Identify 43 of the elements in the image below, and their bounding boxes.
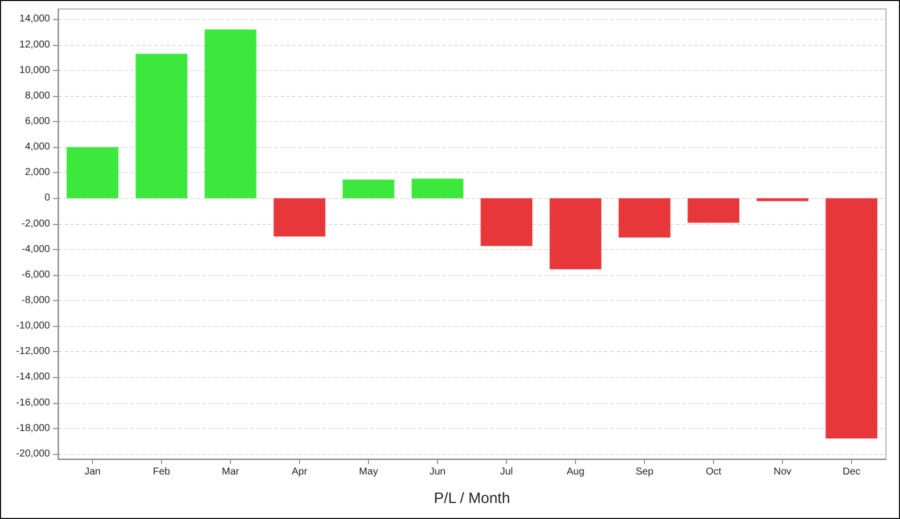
x-tick-label: Jan <box>84 466 101 478</box>
y-tick-label: -6,000 <box>22 269 50 280</box>
x-axis-title: P/L / Month <box>434 490 510 507</box>
y-tick-label: 12,000 <box>19 39 50 50</box>
bar <box>826 198 878 439</box>
y-tick-label: -20,000 <box>16 448 50 460</box>
y-tick-label: -18,000 <box>16 422 50 434</box>
y-tick-label: -12,000 <box>16 346 50 358</box>
y-tick-label: 14,000 <box>19 14 50 25</box>
y-tick-label: 6,000 <box>24 116 50 127</box>
x-tick-label: Nov <box>774 466 792 478</box>
x-tick-label: Apr <box>292 466 308 478</box>
bar <box>412 178 464 198</box>
y-tick-label: 4,000 <box>24 142 50 153</box>
x-tick-label: Mar <box>222 466 240 478</box>
x-tick-label: Aug <box>566 466 584 478</box>
y-tick-label: -8,000 <box>22 294 50 306</box>
y-tick-label: 10,000 <box>19 64 50 76</box>
bar <box>204 29 256 198</box>
x-tick-label: Jun <box>429 466 446 478</box>
bar <box>480 198 532 246</box>
y-tick-label: -14,000 <box>16 372 50 383</box>
y-tick-label: -16,000 <box>16 397 50 408</box>
y-tick-label: -4,000 <box>22 244 50 255</box>
bar <box>756 198 808 202</box>
bar <box>274 198 326 237</box>
y-tick-label: -2,000 <box>22 218 50 230</box>
y-tick-label: 8,000 <box>24 90 50 102</box>
bar <box>688 198 740 223</box>
y-tick-label: 0 <box>44 192 50 204</box>
x-tick-label: Dec <box>842 466 860 478</box>
x-tick-label: May <box>359 466 378 478</box>
bar <box>136 54 188 198</box>
x-tick-label: Sep <box>636 466 654 478</box>
bar <box>66 147 118 198</box>
bar <box>618 198 670 238</box>
y-tick-label: 2,000 <box>24 167 50 178</box>
y-tick-label: -10,000 <box>16 320 50 332</box>
bar <box>550 198 602 270</box>
x-tick-label: Jul <box>500 466 513 478</box>
x-tick-label: Feb <box>152 466 171 478</box>
bar <box>342 180 394 198</box>
x-tick-label: Oct <box>706 466 722 478</box>
